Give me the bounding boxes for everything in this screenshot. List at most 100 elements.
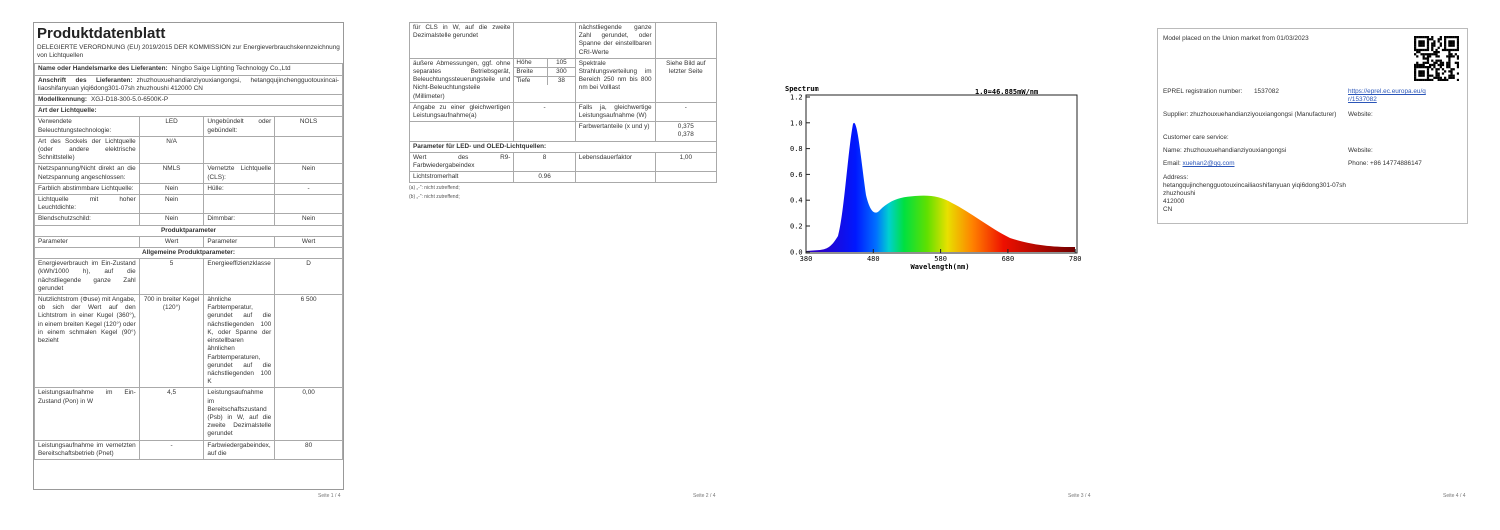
qr-module (1418, 63, 1421, 67)
qr-module (1454, 53, 1457, 56)
qr-module (1435, 61, 1438, 64)
row: äußere Abmessungen, ggf. ohne separates … (408, 57, 718, 103)
value-cell: NMLS (138, 163, 205, 184)
qr-module (1441, 68, 1445, 71)
y-tick-label: 1.0 (790, 119, 803, 127)
qr-module (1426, 76, 1430, 79)
row: Name oder Handelsmarke des Lieferanten: N… (34, 63, 343, 76)
value-cell: 4,5 (138, 387, 205, 441)
field-label: Anschrift des Lieferanten: (38, 76, 133, 84)
value-cell (274, 194, 343, 215)
qr-module (1431, 63, 1434, 67)
qr-module (1422, 61, 1425, 64)
qr-module (1422, 57, 1425, 60)
qr-module (1429, 78, 1432, 81)
qr-module (1441, 72, 1445, 75)
value-cell (274, 135, 343, 165)
qr-module (1456, 44, 1459, 47)
qr-module (1448, 44, 1451, 47)
eprel-link[interactable]: https://eprel.ec.europa.eu/qr/1537082 (1348, 88, 1428, 104)
row: Lichtstromerhalt 0.96 (408, 171, 718, 184)
qr-module (1446, 61, 1449, 64)
qr-module (1418, 72, 1421, 75)
row: Allgemeine Produktparameter: (34, 247, 343, 260)
qr-module (1450, 42, 1453, 45)
label-cell: Verwendete Beleuchtungstechnologie: (34, 116, 140, 137)
email-link[interactable]: xuehan2@qq.com (1182, 160, 1235, 167)
row: Wert des R9-Farbwiedergabeindex 8 Lebensda… (408, 151, 718, 173)
value-cell: Nein (274, 213, 343, 226)
qr-module (1448, 48, 1451, 52)
nested-row: Höhe 105 (514, 58, 575, 68)
row: Art der Lichtquelle: (34, 105, 343, 118)
dim-value: 38 (547, 76, 575, 86)
qr-module (1433, 66, 1436, 69)
qr-module (1426, 38, 1430, 41)
qr-module (1448, 63, 1451, 67)
note: (a) „-“: nicht zutreffend; (409, 185, 460, 192)
qr-module (1416, 51, 1419, 54)
qr-module (1424, 53, 1427, 56)
table-1: Name oder Handelsmarke des Lieferanten: N… (34, 63, 343, 460)
label: Name: (1163, 147, 1182, 154)
qr-module (1441, 61, 1445, 64)
dim-label: Höhe (514, 58, 548, 68)
qr-module (1426, 36, 1430, 39)
value-cell: LED (138, 116, 205, 137)
field: Modellkennung: XGJ-D18-300-5.0-6500K-P (34, 94, 343, 107)
qr-module (1431, 36, 1434, 39)
qr-module (1450, 74, 1453, 77)
value-cell (513, 22, 576, 59)
section-header: Parameter für LED- und OLED-Lichtquellen… (409, 140, 717, 153)
qr-module (1452, 68, 1455, 71)
label-cell: Angabe zu einer gleichwertigen Leistungs… (408, 101, 515, 123)
qr-module (1444, 38, 1447, 41)
qr-module (1454, 61, 1457, 64)
y-tick-label: 0.0 (790, 248, 803, 256)
qr-module (1431, 38, 1434, 41)
qr-module (1431, 44, 1434, 47)
qr-module (1414, 53, 1417, 56)
value-cell (654, 171, 718, 184)
qr-code[interactable] (1414, 36, 1459, 81)
label-cell: Leistungsaufnahme im Ein-Zustand (Pon) i… (34, 387, 140, 441)
row: Blendschutzschild: Nein Dimmbar: Nein (34, 213, 343, 226)
qr-module (1429, 63, 1432, 67)
qr-module (1422, 53, 1425, 56)
qr-module (1452, 48, 1455, 52)
eprel-label: EPREL registration number: (1163, 88, 1243, 95)
qr-module (1424, 57, 1427, 60)
link[interactable]: https://eprel.ec.europa.eu/qr/1537082 (1348, 88, 1426, 103)
qr-module (1418, 44, 1421, 47)
qr-module (1424, 78, 1427, 81)
qr-module (1416, 66, 1419, 69)
qr-module (1441, 63, 1445, 67)
qr-module (1426, 55, 1430, 58)
page-footer: Seite 3 / 4 (1068, 493, 1091, 499)
value-cell: - (654, 101, 718, 123)
qr-module (1437, 55, 1440, 58)
qr-module (1448, 42, 1451, 45)
qr-module (1414, 40, 1417, 43)
table: Name oder Handelsmarke des Lieferanten: N… (34, 63, 343, 460)
qr-module (1435, 53, 1438, 56)
field-value: zhuzhouxuehandianziyouxiangongsi, hetang… (38, 76, 340, 92)
value-cell: Nein (138, 182, 205, 196)
qr-module (1418, 66, 1421, 69)
qr-module (1414, 78, 1417, 81)
label-cell: Netzspannung/Nicht direkt an die Netzspa… (34, 163, 140, 184)
label: Address: (1163, 174, 1189, 181)
x-tick-label: 480 (867, 255, 880, 263)
qr-module (1433, 44, 1436, 47)
qr-module (1418, 74, 1421, 77)
qr-module (1418, 36, 1421, 39)
qr-module (1437, 59, 1440, 62)
qr-module (1418, 42, 1421, 45)
value: +86 14774886147 (1370, 160, 1422, 167)
address-line: CN (1163, 206, 1173, 213)
label-cell: Leistungsaufnahme im vernetzten Bereitsc… (34, 439, 140, 460)
value-cell: 6 500 (274, 294, 343, 389)
label: Email: (1163, 160, 1181, 167)
qr-module (1426, 48, 1430, 52)
